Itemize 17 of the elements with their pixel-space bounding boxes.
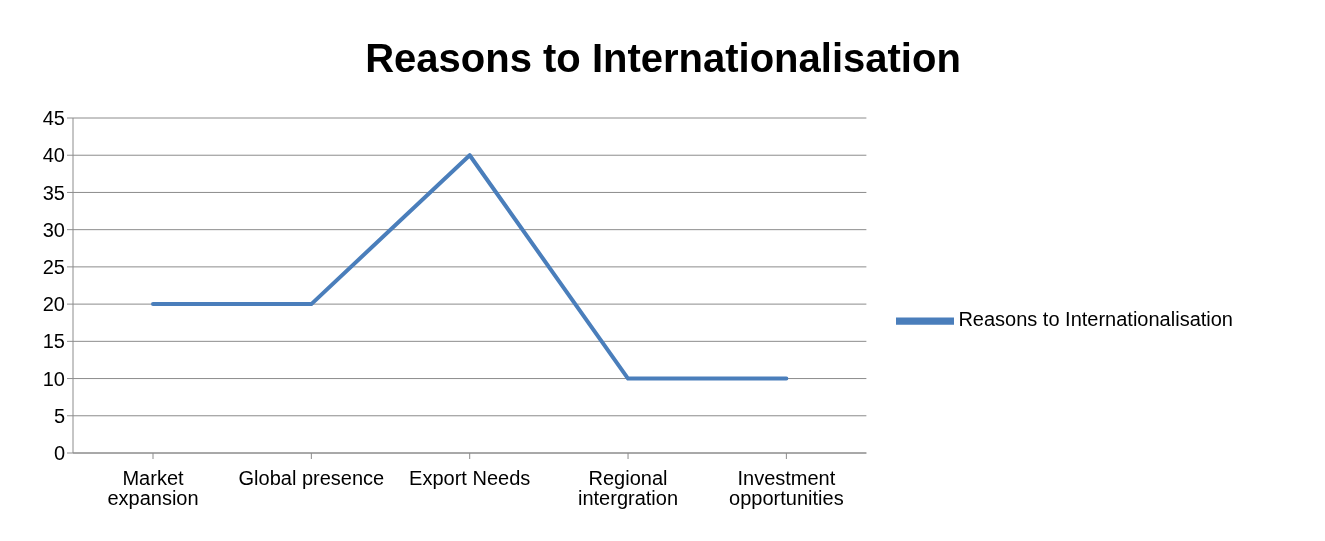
- x-tick-label: Market expansion: [107, 467, 199, 510]
- x-tick-label: Regional intergration: [578, 467, 679, 510]
- y-tick-label: 25: [42, 255, 65, 278]
- y-tick-label: 30: [42, 218, 65, 241]
- x-tick-label: Investment opportunities: [729, 467, 844, 510]
- y-tick-label: 0: [53, 442, 65, 465]
- y-tick-label: 15: [42, 330, 65, 353]
- y-tick-label: 20: [42, 293, 65, 316]
- chart-title: Reasons to Internationalisation: [364, 34, 962, 82]
- y-tick-label: 10: [42, 367, 65, 390]
- y-tick-label: 35: [42, 181, 65, 204]
- y-tick-label: 40: [42, 144, 65, 167]
- y-tick-label: 5: [53, 404, 65, 427]
- x-tick-label: Global presence: [238, 467, 385, 490]
- x-tick-label: Export Needs: [409, 467, 531, 490]
- legend-label: Reasons to Internationalisation: [958, 307, 1233, 330]
- y-tick-label: 45: [42, 107, 65, 130]
